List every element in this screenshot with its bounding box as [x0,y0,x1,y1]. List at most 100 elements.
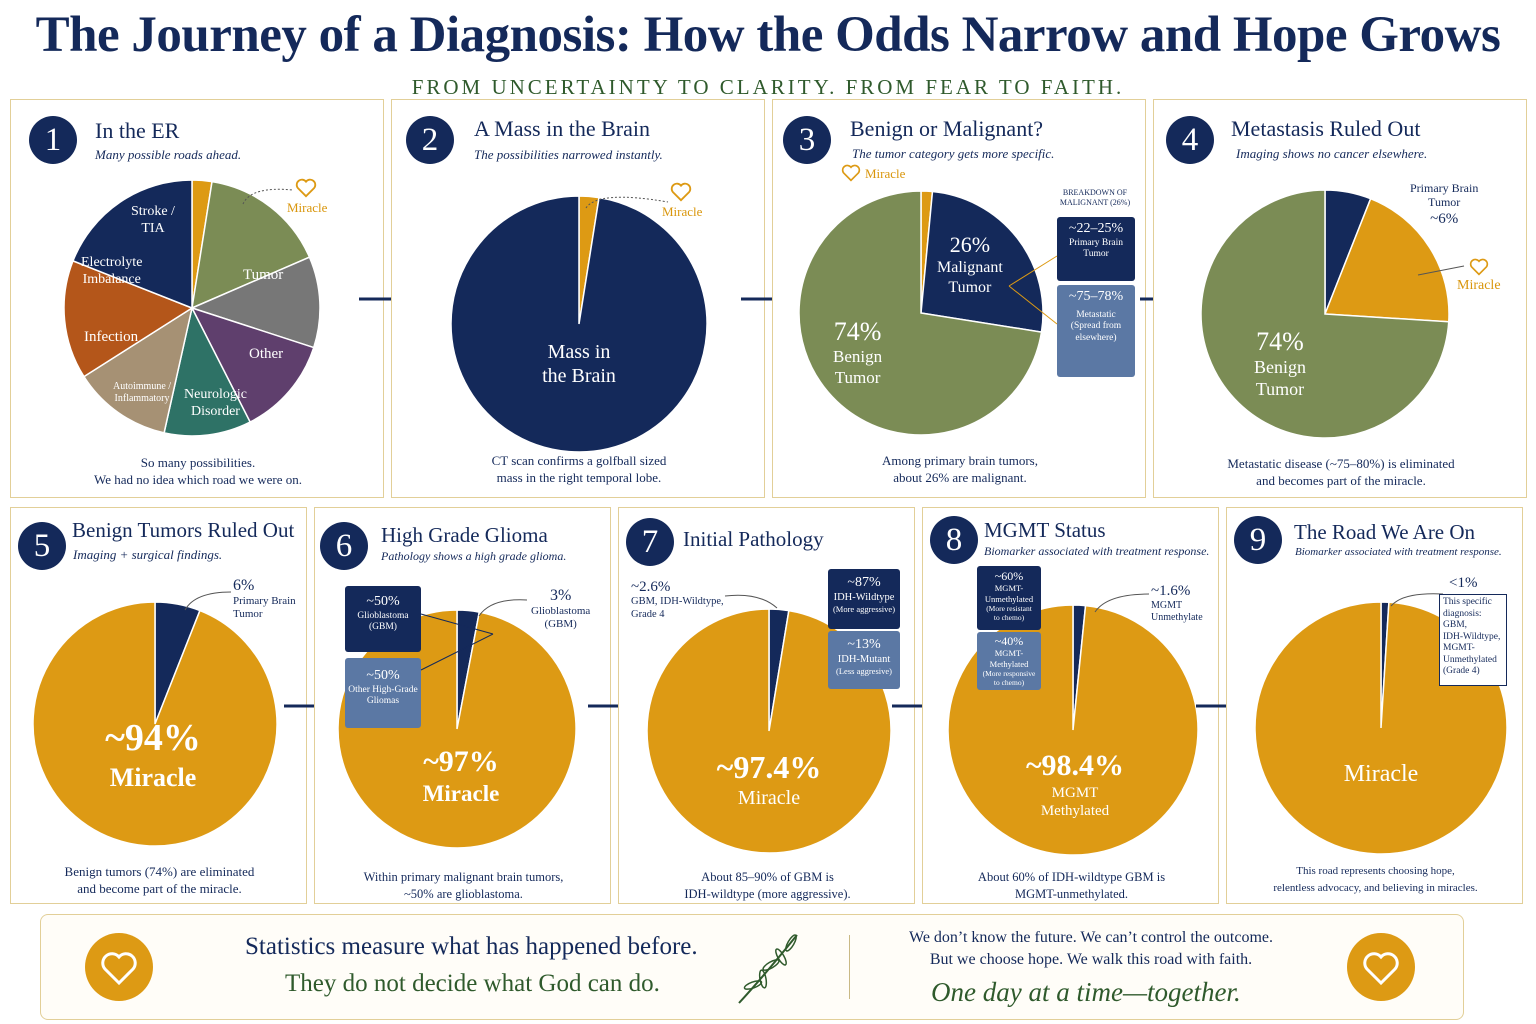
footer-quote-line-1: Statistics measure what has happened bef… [245,933,698,960]
miracle-leader-line [1417,265,1465,276]
pie-slice-miracle [32,601,278,847]
heart-outline-icon [1469,258,1489,276]
leader-line [1390,593,1444,607]
other-gliomas-box: ~50% Other High-Grade Gliomas [345,658,421,728]
miracle-big-label: ~94% Miracle [105,717,201,792]
electrolyte-label: Electrolyte Imbalance [81,255,143,287]
panel-title: Metastasis Ruled Out [1231,116,1421,141]
panel-title: MGMT Status [984,518,1106,542]
miracle-label: Miracle [1457,278,1501,293]
methylated-big-label: ~98.4% MGMT Methylated [1025,749,1125,819]
unmethylated-label: ~1.6% MGMT Unmethylate [1151,583,1203,623]
pie-chart [63,179,321,437]
primary-brain-box: ~22–25% Primary Brain Tumor [1057,217,1135,281]
breakdown-connector [420,613,494,671]
step-number: 6 [320,522,368,570]
unmethylated-box: ~60% MGMT- Unmethylated (More resistant to c… [977,566,1041,630]
step-number: 7 [626,518,674,566]
panel-caption: About 60% of IDH-wildtype GBM is MGMT-unm… [977,870,1166,901]
panel-5: 5 Benign Tumors Ruled Out Imaging + surg… [10,507,307,904]
pie-slice-neurologic-disorder [190,306,315,424]
autoimmune-label: Autoimmune / Inflammatory [113,381,172,404]
primary-brain-label: 6% Primary Brain Tumor [233,577,296,621]
panel-subtitle: The tumor category gets more specific. [852,146,1055,161]
leader-line [184,591,232,611]
miracle-big-label: ~97% Miracle [422,745,500,806]
pie-chart [450,195,708,453]
pie-slice-miracle [1323,197,1450,323]
miracle-big-label: Miracle [1343,761,1419,787]
panel-caption: About 85–90% of GBM is IDH-wildtype (more… [684,870,851,901]
panel-title: A Mass in the Brain [474,116,650,141]
miracle-label: Miracle [662,204,703,219]
panel-2: 2 A Mass in the Brain The possibilities … [391,99,765,498]
panel-7: 7 Initial Pathology ~2.6% GBM, IDH-Wildty… [618,507,915,904]
panel-8: 8 MGMT Status Biomarker associated with … [922,507,1219,904]
panel-title: In the ER [95,118,180,143]
idh-wildtype-box: ~87% IDH-Wildtype (More aggressive) [828,569,900,629]
pie-slice-mass-in-the-brain [450,195,708,453]
infection-label: Infection [84,329,139,345]
heart-outline-icon [295,178,317,198]
pie-slice-tumor [191,180,311,310]
panel-caption: So many possibilities. We had no idea whi… [94,455,302,487]
pie-slice-benign-tumor [1200,189,1450,439]
panel-subtitle: The possibilities narrowed instantly. [474,147,663,162]
pie-chart [32,601,278,847]
pie-slice-electrolyte-imbalance [63,259,194,378]
miracle-label: Miracle [865,166,906,181]
pie-slice-benign-tumor [798,190,1043,436]
primary-brain-label: Primary Brain Tumor ~6% [1410,181,1479,227]
olive-branch-icon [738,934,798,1004]
footer-divider [849,935,850,999]
panel-title: Initial Pathology [683,527,824,551]
other-label: Other [249,346,284,362]
leader-line [478,599,528,617]
idh-mutant-box: ~13% IDH-Mutant (Less aggresive) [828,631,900,689]
leader-line [724,594,778,609]
heart-circle-icon [85,933,153,1001]
miracle-leader-line [585,196,669,209]
step-number: 2 [406,116,454,164]
tumor-label: Tumor [243,267,284,283]
panel-caption: Metastatic disease (~75–80%) is eliminat… [1227,456,1455,488]
step-number: 8 [930,516,978,564]
heart-outline-icon [670,182,692,202]
panel-subtitle: Pathology shows a high grade glioma. [381,549,567,563]
footer-right-line-2: But we choose hope. We walk this road wi… [929,951,1253,968]
panel-subtitle: Biomarker associated with treatment resp… [984,544,1210,558]
mass-label: Mass in the Brain [542,341,616,387]
miracle-label: Miracle [287,200,328,215]
panel-caption: Benign tumors (74%) are eliminated and be… [64,864,255,896]
gbm-label: ~2.6% GBM, IDH-Wildtype, Grade 4 [631,579,724,620]
neuro-label: Neurologic Disorder [184,387,247,419]
panel-title: Benign or Malignant? [850,116,1044,141]
panel-subtitle: Imaging shows no cancer elsewhere. [1236,146,1428,161]
panel-subtitle: Biomarker associated with treatment resp… [1295,546,1502,558]
panel-subtitle: Many possible roads ahead. [95,147,242,162]
stroke-label: Stroke / TIA [131,204,175,236]
heart-circle-icon [1347,933,1415,1001]
footer-script: One day at a time—together. [931,977,1241,1007]
gbm-label: 3% Glioblastoma (GBM) [531,587,591,631]
panel-9: 9 The Road We Are On Biomarker associate… [1226,507,1523,904]
panel-title: The Road We Are On [1294,520,1476,544]
footer-banner: Statistics measure what has happened bef… [40,914,1464,1020]
footer-quote-line-2: They do not decide what God can do. [285,970,660,997]
panel-title: High Grade Glioma [381,523,548,547]
pie-slice-other [189,256,321,349]
panel-caption: This road represents choosing hope, relen… [1273,865,1478,894]
diagnosis-box: This specific diagnosis: GBM, IDH-Wildtype,… [1439,594,1507,686]
panel-title: Benign Tumors Ruled Out [72,518,295,542]
footer-right-line-1: We don’t know the future. We can’t contr… [909,929,1273,946]
panel-1: 1 In the ER Many possible roads ahead. S… [10,99,384,498]
panel-4: 4 Metastasis Ruled Out Imaging shows no … [1153,99,1527,498]
step-number: 5 [18,522,66,570]
leader-line [1094,593,1150,613]
diagnosis-pct: <1% [1449,575,1478,591]
panel-caption: Among primary brain tumors, about 26% are… [882,453,1038,485]
pie-slice-malignant-tumor [920,190,1044,333]
methylated-box: ~40% MGMT- Methylated (More responsive to ch… [977,632,1041,690]
panel-6: 6 High Grade Glioma Pathology shows a hi… [314,507,611,904]
miracle-leader-line [242,188,294,205]
